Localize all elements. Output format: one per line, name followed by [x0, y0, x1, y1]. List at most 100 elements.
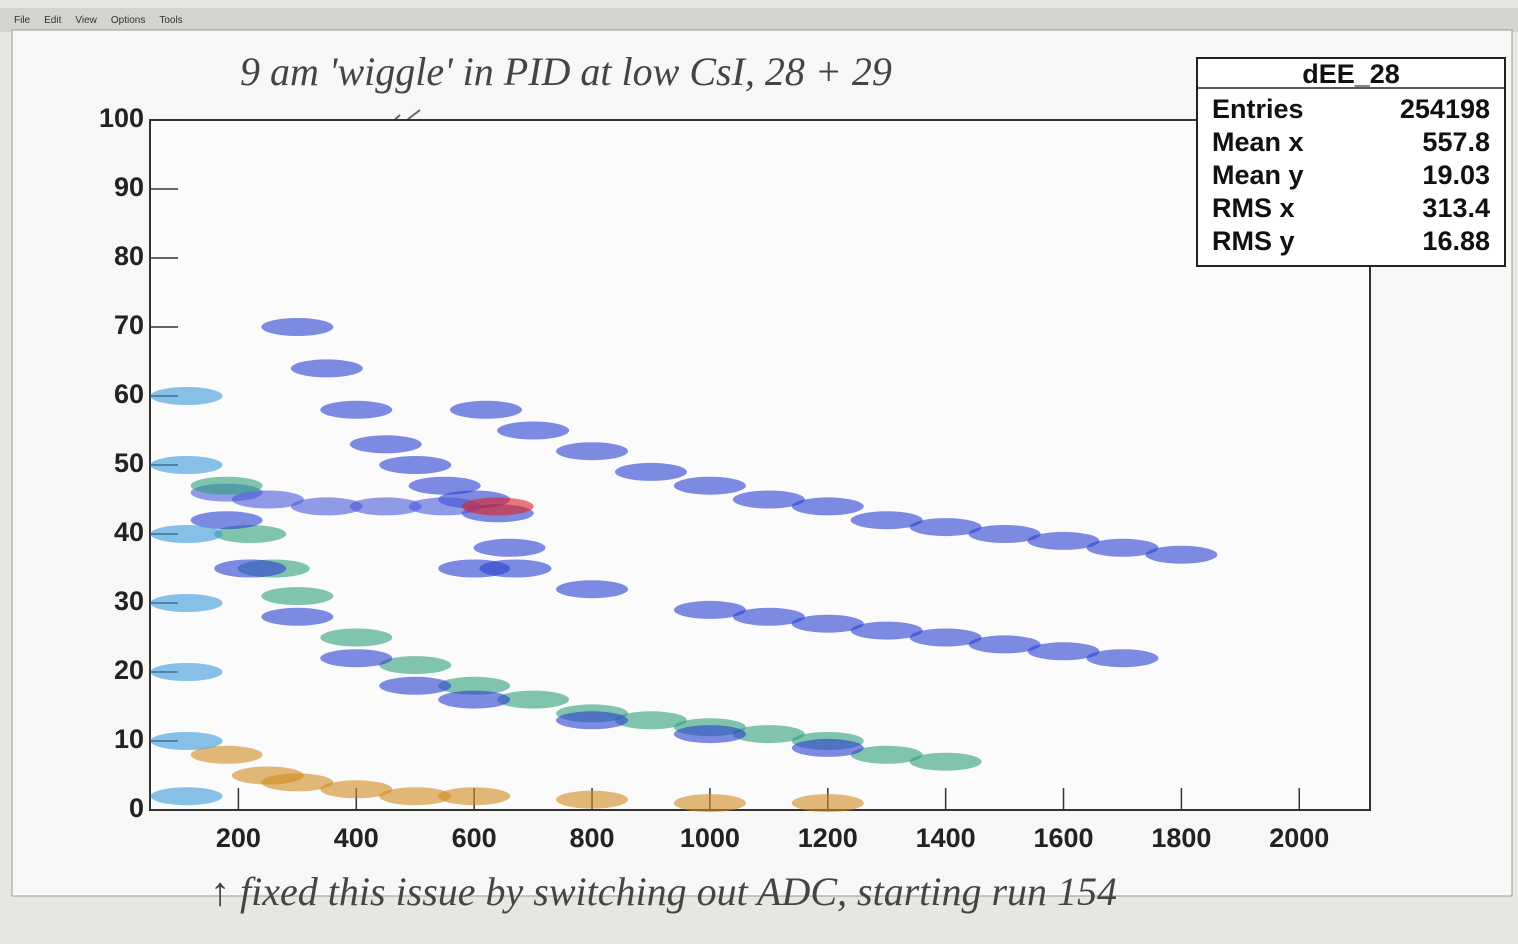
y-tick-label: 50	[114, 448, 144, 478]
density-cell	[438, 676, 511, 695]
menu-item[interactable]: Tools	[159, 15, 182, 26]
density-cell	[1086, 649, 1159, 668]
x-tick-label: 400	[334, 823, 379, 853]
stats-label: RMS x	[1212, 193, 1295, 223]
density-cell	[1027, 531, 1100, 550]
y-tick-label: 20	[114, 655, 144, 685]
density-cell	[791, 794, 864, 813]
x-tick-label: 200	[216, 823, 261, 853]
stats-title: dEE_28	[1302, 59, 1400, 89]
density-cell	[150, 456, 223, 474]
density-cell	[673, 794, 746, 813]
density-cell	[449, 400, 522, 419]
stats-label: Mean x	[1212, 127, 1304, 157]
y-tick-label: 40	[114, 517, 144, 547]
density-cell	[968, 525, 1041, 543]
density-cell	[1027, 642, 1100, 661]
density-cell	[231, 490, 304, 509]
density-cell	[379, 787, 452, 806]
density-cell	[909, 752, 982, 771]
y-tick-label: 70	[114, 310, 144, 340]
density-cell	[556, 442, 629, 461]
x-tick-label: 1000	[680, 823, 740, 853]
density-cell	[290, 497, 363, 516]
menu-bar	[0, 8, 1518, 32]
stats-value: 254198	[1400, 94, 1490, 124]
density-cell	[909, 518, 982, 537]
stats-label: Entries	[1212, 94, 1304, 124]
density-cell	[349, 497, 422, 516]
density-cell	[261, 318, 334, 336]
density-cell	[1145, 545, 1218, 564]
density-cell	[791, 497, 864, 516]
density-cell	[497, 421, 570, 440]
density-cell	[732, 490, 805, 509]
density-cell	[150, 732, 223, 750]
annotation: 9 am 'wiggle' in PID at low CsI, 28 + 29	[240, 49, 892, 94]
density-cell	[909, 628, 982, 647]
density-cell	[408, 497, 481, 516]
stats-value: 557.8	[1422, 127, 1490, 157]
density-cell	[673, 476, 746, 495]
x-tick-label: 1400	[916, 823, 976, 853]
menu-item[interactable]: View	[75, 15, 97, 26]
y-tick-label: 60	[114, 379, 144, 409]
y-tick-label: 10	[114, 724, 144, 754]
density-cell	[673, 725, 746, 744]
density-cell	[190, 476, 263, 495]
menu-item[interactable]: Edit	[44, 15, 61, 26]
density-cell	[261, 587, 334, 606]
menu-item[interactable]: File	[14, 15, 31, 26]
density-cell	[190, 745, 263, 764]
x-tick-label: 800	[569, 823, 614, 853]
density-cell	[791, 738, 864, 757]
y-tick-label: 90	[114, 172, 144, 202]
stats-label: RMS y	[1212, 226, 1295, 256]
density-cell	[556, 580, 629, 599]
density-cell	[850, 511, 923, 530]
y-tick-label: 100	[99, 103, 144, 133]
density-cell	[379, 456, 452, 474]
density-cell	[320, 649, 393, 668]
density-cell	[614, 462, 687, 481]
density-cell	[150, 525, 223, 543]
density-cell	[438, 787, 511, 806]
x-tick-label: 1600	[1033, 823, 1093, 853]
x-tick-label: 1800	[1151, 823, 1211, 853]
density-cell	[850, 621, 923, 640]
density-cell	[732, 607, 805, 626]
density-cell	[150, 787, 223, 806]
annotation: ↑ fixed this issue by switching out ADC,…	[210, 869, 1117, 914]
y-tick-label: 30	[114, 586, 144, 616]
density-cell	[791, 614, 864, 633]
y-tick-label: 80	[114, 241, 144, 271]
density-cell	[850, 745, 923, 764]
density-cell	[150, 663, 223, 681]
plot-frame	[149, 119, 1371, 811]
x-tick-label: 600	[452, 823, 497, 853]
stats-box: dEE_28	[1196, 57, 1506, 267]
density-cell	[556, 711, 629, 730]
density-cell	[290, 359, 363, 378]
density-cell	[673, 600, 746, 619]
density-cell	[461, 497, 534, 516]
density-cell	[320, 400, 393, 419]
density-cell	[497, 690, 570, 709]
stats-frame	[1196, 57, 1506, 267]
density-cell	[214, 559, 287, 578]
density-cell	[214, 525, 287, 543]
stats-value: 19.03	[1422, 160, 1490, 190]
density-cell	[320, 780, 393, 799]
density-cell	[261, 773, 334, 792]
density-cell	[614, 711, 687, 730]
density-cell	[150, 594, 223, 612]
density-cell	[473, 538, 546, 557]
stats-value: 16.88	[1422, 226, 1490, 256]
menu-item[interactable]: Options	[111, 15, 145, 26]
density-cell	[379, 656, 452, 675]
y-tick-label: 0	[129, 793, 144, 823]
density-cell	[190, 511, 263, 530]
density-cell	[732, 725, 805, 744]
